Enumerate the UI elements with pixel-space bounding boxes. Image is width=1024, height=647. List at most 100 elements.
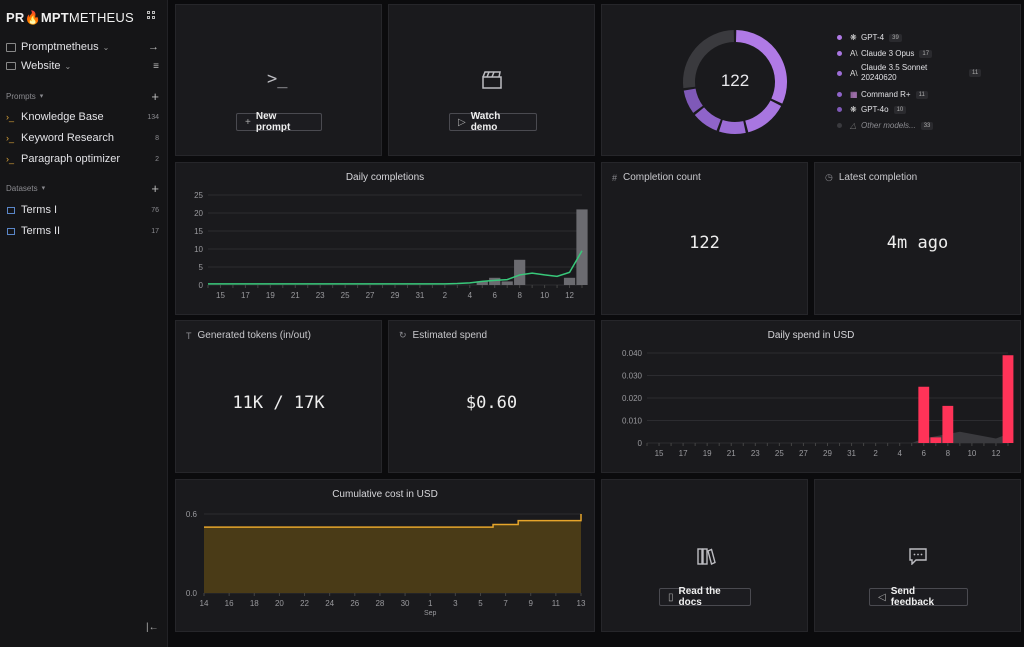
legend-dot [837, 107, 842, 112]
trend-line [208, 250, 583, 285]
spend-value: $0.60 [465, 393, 518, 413]
donut-slice [683, 30, 735, 89]
x-tick-label: 29 [391, 291, 400, 300]
hash-icon: # [612, 172, 618, 183]
x-tick-label: 1 [428, 599, 433, 608]
donut-slice [694, 107, 722, 131]
bar [942, 405, 954, 443]
send-icon: ◁ [878, 591, 886, 603]
sidebar-item-prompt[interactable]: ›_ Paragraph optimizer 2 [6, 153, 159, 165]
y-tick-label: 0 [199, 281, 204, 290]
x-tick-label: 29 [823, 449, 832, 458]
y-tick-label: 0 [638, 439, 643, 448]
x-tick-label: 7 [503, 599, 508, 608]
bar [563, 277, 576, 285]
grid-icon[interactable] [147, 11, 156, 20]
daily-spend-chart: 0 0.010 0.020 0.030 0.040 15 17 19 21 23 25 27 29 31 2… [622, 349, 1014, 458]
coins-icon: ↻ [399, 330, 407, 340]
chart-title: Daily spend in USD [767, 330, 855, 341]
x-tick-label: 19 [703, 449, 712, 458]
sidebar-item-prompt[interactable]: ›_ Knowledge Base 134 [6, 111, 159, 123]
message-icon [909, 548, 927, 565]
y-tick-label: 0.030 [622, 372, 643, 381]
x-tick-label: 2 [443, 291, 448, 300]
prompt-icon: ›_ [6, 154, 15, 164]
chevron-down-icon: ⌄ [102, 42, 110, 52]
send-feedback-button[interactable]: ◁ Send feedback [869, 586, 968, 608]
new-prompt-card: >_ + New prompt [175, 4, 382, 156]
workspace-selector[interactable]: Promptmetheus ⌄ → [6, 38, 159, 56]
prompt-icon: ›_ [6, 133, 15, 143]
x-tick-label: 31 [415, 291, 424, 300]
x-tick-label: 15 [216, 291, 225, 300]
watch-demo-card: ▷ Watch demo [388, 4, 595, 156]
spend-area [647, 431, 1008, 443]
x-tick-label: 22 [300, 599, 309, 608]
project-selector[interactable]: Website ⌄ ≡ [6, 57, 159, 75]
sidebar: PR🔥MPTMETHEUS Promptmetheus ⌄ → Website … [0, 0, 168, 647]
x-tick-label: 8 [517, 291, 522, 300]
openai-icon: ❋ [850, 33, 857, 42]
legend-item-command-r-plus[interactable]: ▦ Command R+ 11 [837, 90, 928, 99]
x-tick-label: 30 [401, 599, 410, 608]
plus-icon: + [245, 116, 251, 128]
openai-icon: ❋ [850, 105, 857, 114]
legend-dot [837, 92, 842, 97]
x-tick-label: 17 [679, 449, 688, 458]
latest-completion-value: 4m ago [886, 233, 949, 253]
donut-slice [744, 100, 782, 133]
clapperboard-icon [482, 71, 502, 89]
models-donut-chart [683, 30, 787, 134]
datasets-header: Datasets ▾ + [6, 180, 159, 196]
tokens-value: 11K / 17K [232, 393, 325, 413]
x-tick-label: 28 [375, 599, 384, 608]
sliders-icon[interactable]: ≡ [153, 60, 159, 72]
x-tick-label: 10 [967, 449, 976, 458]
watch-demo-button[interactable]: ▷ Watch demo [449, 111, 537, 133]
legend-dot [837, 51, 842, 56]
add-prompt-icon[interactable]: + [151, 88, 159, 104]
collapse-sidebar-icon[interactable]: |← [146, 622, 159, 633]
bar [1002, 355, 1014, 443]
models-card: 122 ❋ GPT-4 39 A\ Claude 3 Opus 17 A\ Cl… [601, 4, 1021, 156]
book-icon: ▯ [668, 591, 674, 603]
legend-item-other-models[interactable]: △ Other models... 33 [837, 121, 934, 130]
terminal-icon: >_ [267, 69, 288, 89]
read-docs-button[interactable]: ▯ Read the docs [659, 586, 751, 608]
y-tick-label: 25 [194, 191, 203, 200]
x-tick-label: 23 [316, 291, 325, 300]
legend-dot [837, 35, 842, 40]
new-prompt-button[interactable]: + New prompt [236, 111, 322, 133]
table-icon [7, 206, 15, 214]
text-icon: T [186, 330, 192, 341]
arrow-right-icon[interactable]: → [148, 41, 159, 53]
warning-icon: △ [850, 121, 857, 130]
legend-dot [837, 70, 842, 76]
cumulative-line [204, 514, 582, 528]
x-tick-label: 5 [478, 599, 483, 608]
sidebar-item-prompt[interactable]: ›_ Keyword Research 8 [6, 132, 159, 144]
legend-item-gpt-4o[interactable]: ❋ GPT-4o 10 [837, 105, 907, 114]
add-dataset-icon[interactable]: + [151, 180, 159, 196]
sidebar-item-dataset[interactable]: Terms II 17 [6, 222, 159, 240]
x-tick-label: 20 [275, 599, 284, 608]
x-tick-label: 25 [775, 449, 784, 458]
x-tick-label: 4 [897, 449, 902, 458]
donut-slice [683, 88, 704, 113]
x-tick-label: 12 [565, 291, 574, 300]
x-tick-label: 9 [529, 599, 534, 608]
play-icon: ▷ [458, 116, 466, 128]
bar [476, 281, 488, 285]
legend-item-gpt-4[interactable]: ❋ GPT-4 39 [837, 33, 902, 42]
x-tick-label: 14 [200, 599, 209, 608]
project-label: Website [21, 60, 61, 72]
x-tick-label: 3 [453, 599, 458, 608]
brand-logo[interactable]: PR🔥MPTMETHEUS [6, 10, 134, 25]
legend-item-claude-3-opus[interactable]: A\ Claude 3 Opus 17 [837, 49, 933, 58]
legend-item-claude-3-5-sonnet[interactable]: A\ Claude 3.5 Sonnet 20240620 11 [837, 63, 982, 83]
daily-spend-card: Daily spend in USD 0 0.010 0.020 0.030 0.040… [601, 320, 1021, 473]
x-tick-label: 27 [799, 449, 808, 458]
books-icon [697, 548, 716, 565]
sidebar-item-dataset[interactable]: Terms I 76 [6, 201, 159, 219]
